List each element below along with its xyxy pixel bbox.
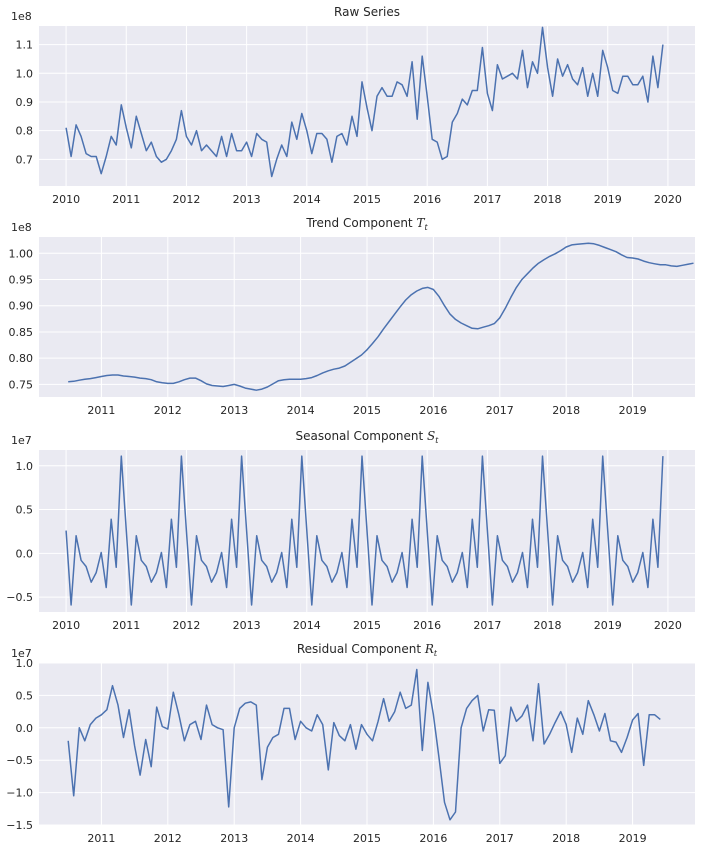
y-tick-label: −0.5	[6, 754, 33, 767]
x-tick-label: 2017	[473, 193, 501, 206]
x-tick-label: 2015	[353, 193, 381, 206]
x-tick-label: 2011	[87, 404, 115, 417]
y-tick-label: 0.80	[9, 352, 34, 365]
title-math-subscript: t	[424, 223, 428, 232]
title-text: Residual Component	[297, 642, 425, 656]
title-text: Seasonal Component	[296, 429, 428, 443]
x-tick-label: 2010	[52, 619, 80, 632]
series-line	[67, 668, 661, 821]
y-tick-label: 1.0	[16, 657, 34, 670]
series-line	[65, 455, 664, 606]
title-text: Trend Component	[305, 216, 416, 230]
x-tick-label: 2012	[154, 404, 182, 417]
y-tick-label: 0.0	[16, 722, 34, 735]
y-tick-label: 0.95	[9, 273, 34, 286]
x-tick-label: 2018	[552, 404, 580, 417]
y-tick-label: 1.0	[16, 67, 34, 80]
chart-panel-4: 2011 2012 2013 2014 2015 2016 2017 2018 2019 −1.5…	[6, 642, 695, 845]
y-tick-label: 0.9	[16, 96, 34, 109]
y-tick-label: 0.8	[16, 125, 34, 138]
x-tick-label: 2014	[293, 619, 321, 632]
y-tick-label: −1.5	[6, 819, 33, 832]
x-tick-label: 2019	[619, 832, 647, 845]
x-tick-label: 2019	[594, 193, 622, 206]
y-tick-label: 0.7	[16, 153, 34, 166]
x-tick-label: 2015	[353, 619, 381, 632]
x-tick-label: 2018	[534, 619, 562, 632]
axis-multiplier: 1e7	[11, 647, 32, 660]
x-tick-label: 2016	[419, 404, 447, 417]
axis-multiplier: 1e8	[11, 10, 32, 23]
y-tick-label: 0.5	[16, 689, 34, 702]
x-tick-label: 2017	[486, 404, 514, 417]
y-tick-label: 0.0	[16, 547, 34, 560]
x-tick-label: 2012	[172, 619, 200, 632]
panel-title: Raw Series	[334, 5, 400, 19]
x-tick-label: 2017	[486, 832, 514, 845]
axis-multiplier: 1e7	[11, 434, 32, 447]
series-line	[68, 242, 694, 391]
series-line	[65, 26, 664, 178]
x-tick-label: 2014	[287, 404, 315, 417]
x-tick-label: 2014	[287, 832, 315, 845]
x-tick-label: 2012	[172, 193, 200, 206]
x-tick-label: 2016	[413, 619, 441, 632]
x-tick-label: 2019	[594, 619, 622, 632]
x-tick-label: 2013	[233, 619, 261, 632]
y-tick-label: 0.75	[9, 378, 34, 391]
y-tick-label: 1.00	[9, 247, 34, 260]
y-tick-label: −1.0	[6, 787, 33, 800]
x-tick-label: 2012	[154, 832, 182, 845]
panel-title: Seasonal Component St	[296, 429, 440, 445]
title-math-subscript: t	[435, 436, 439, 445]
title-math-symbol: R	[424, 642, 434, 656]
y-tick-label: −0.5	[6, 591, 33, 604]
x-tick-label: 2013	[233, 193, 261, 206]
panel-title: Trend Component Tt	[305, 216, 428, 232]
y-tick-label: 0.5	[16, 504, 34, 517]
x-tick-label: 2016	[413, 193, 441, 206]
x-tick-label: 2019	[619, 404, 647, 417]
x-tick-label: 2013	[220, 832, 248, 845]
x-tick-label: 2011	[112, 193, 140, 206]
title-math-symbol: T	[416, 216, 425, 230]
x-tick-label: 2020	[654, 193, 682, 206]
x-tick-label: 2017	[473, 619, 501, 632]
x-tick-label: 2015	[353, 404, 381, 417]
chart-panel-3: 2010 2011 2012 2013 2014 2015 2016 2017 2018 2019…	[6, 429, 695, 632]
y-tick-label: 0.90	[9, 300, 34, 313]
y-tick-label: 1.0	[16, 460, 34, 473]
title-math-subscript: t	[434, 649, 438, 658]
x-tick-label: 2014	[293, 193, 321, 206]
x-tick-label: 2018	[534, 193, 562, 206]
title-math-symbol: S	[427, 429, 435, 443]
y-tick-label: 0.85	[9, 326, 34, 339]
x-tick-label: 2010	[52, 193, 80, 206]
x-tick-label: 2013	[220, 404, 248, 417]
y-tick-label: 1.1	[16, 39, 34, 52]
x-tick-label: 2015	[353, 832, 381, 845]
x-tick-label: 2011	[87, 832, 115, 845]
x-tick-label: 2011	[112, 619, 140, 632]
x-tick-label: 2016	[419, 832, 447, 845]
chart-panel-1: 2010 2011 2012 2013 2014 2015 2016 2017 2018 2019…	[11, 5, 695, 206]
x-tick-label: 2020	[654, 619, 682, 632]
panel-title: Residual Component Rt	[297, 642, 438, 658]
axis-multiplier: 1e8	[11, 221, 32, 234]
chart-panel-2: 2011 2012 2013 2014 2015 2016 2017 2018 2019 0.75…	[9, 216, 695, 417]
x-tick-label: 2018	[552, 832, 580, 845]
